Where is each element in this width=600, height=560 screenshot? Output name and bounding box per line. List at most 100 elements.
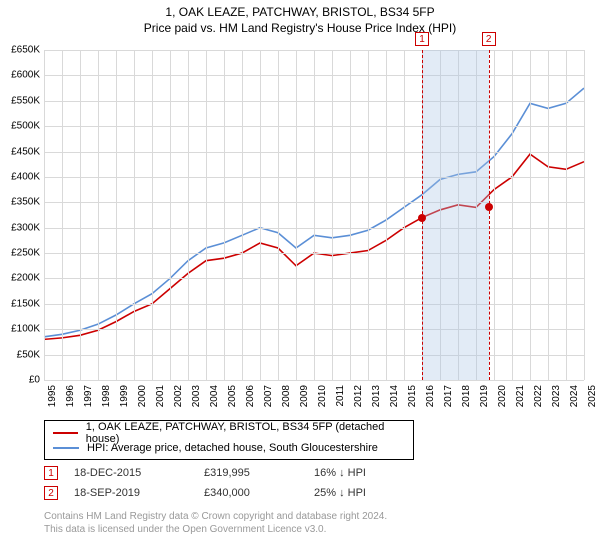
plot-area: £0£50K£100K£150K£200K£250K£300K£350K£400…: [44, 50, 584, 380]
xtick-label: 2016: [425, 385, 436, 415]
gridline: [44, 380, 584, 381]
gridline: [44, 50, 45, 380]
sale-diff: 16% ↓ HPI: [314, 467, 404, 479]
sale-date: 18-DEC-2015: [74, 467, 204, 479]
ytick-label: £200K: [2, 273, 40, 284]
gridline: [350, 50, 351, 380]
xtick-label: 2013: [371, 385, 382, 415]
ytick-label: £350K: [2, 197, 40, 208]
xtick-label: 2015: [407, 385, 418, 415]
ytick-label: £450K: [2, 146, 40, 157]
sale-marker-box: 1: [44, 466, 58, 480]
gridline: [314, 50, 315, 380]
ytick-label: £150K: [2, 298, 40, 309]
xtick-label: 1995: [47, 385, 58, 415]
ytick-label: £300K: [2, 222, 40, 233]
gridline: [98, 50, 99, 380]
gridline: [224, 50, 225, 380]
xtick-label: 2009: [299, 385, 310, 415]
chart-title: 1, OAK LEAZE, PATCHWAY, BRISTOL, BS34 5F…: [0, 0, 600, 19]
gridline: [386, 50, 387, 380]
xtick-label: 2003: [191, 385, 202, 415]
ytick-label: £0: [2, 375, 40, 386]
gridline: [530, 50, 531, 380]
legend-row-property: 1, OAK LEAZE, PATCHWAY, BRISTOL, BS34 5F…: [53, 425, 405, 440]
gridline: [80, 50, 81, 380]
gridline: [152, 50, 153, 380]
gridline: [206, 50, 207, 380]
xtick-label: 2007: [263, 385, 274, 415]
gridline: [242, 50, 243, 380]
sale-row-2: 2 18-SEP-2019 £340,000 25% ↓ HPI: [44, 486, 404, 500]
xtick-label: 2024: [569, 385, 580, 415]
xtick-label: 2018: [461, 385, 472, 415]
xtick-label: 1996: [65, 385, 76, 415]
xtick-label: 2002: [173, 385, 184, 415]
xtick-label: 2017: [443, 385, 454, 415]
sale-point: [485, 203, 493, 211]
gridline: [116, 50, 117, 380]
legend-swatch: [53, 432, 78, 434]
footnote-line: This data is licensed under the Open Gov…: [44, 523, 387, 536]
ytick-label: £600K: [2, 70, 40, 81]
marker-box: 1: [415, 32, 429, 46]
xtick-label: 1999: [119, 385, 130, 415]
ytick-label: £100K: [2, 324, 40, 335]
gridline: [404, 50, 405, 380]
xtick-label: 2008: [281, 385, 292, 415]
footnote: Contains HM Land Registry data © Crown c…: [44, 510, 387, 536]
sale-marker-box: 2: [44, 486, 58, 500]
gridline: [368, 50, 369, 380]
xtick-label: 2010: [317, 385, 328, 415]
ytick-label: £500K: [2, 121, 40, 132]
ytick-label: £250K: [2, 248, 40, 259]
xtick-label: 2004: [209, 385, 220, 415]
legend: 1, OAK LEAZE, PATCHWAY, BRISTOL, BS34 5F…: [44, 420, 414, 460]
gridline: [494, 50, 495, 380]
xtick-label: 2006: [245, 385, 256, 415]
sale-row-1: 1 18-DEC-2015 £319,995 16% ↓ HPI: [44, 466, 404, 480]
footnote-line: Contains HM Land Registry data © Crown c…: [44, 510, 387, 523]
xtick-label: 2005: [227, 385, 238, 415]
chart-subtitle: Price paid vs. HM Land Registry's House …: [0, 19, 600, 35]
sale-price: £319,995: [204, 467, 314, 479]
legend-swatch: [53, 447, 79, 449]
marker-vline: [489, 50, 490, 380]
gridline: [188, 50, 189, 380]
legend-label: HPI: Average price, detached house, Sout…: [87, 442, 378, 454]
sale-date: 18-SEP-2019: [74, 487, 204, 499]
shade-band: [422, 50, 489, 380]
gridline: [260, 50, 261, 380]
sale-diff: 25% ↓ HPI: [314, 487, 404, 499]
gridline: [332, 50, 333, 380]
gridline: [512, 50, 513, 380]
gridline: [548, 50, 549, 380]
xtick-label: 2014: [389, 385, 400, 415]
xtick-label: 1997: [83, 385, 94, 415]
gridline: [62, 50, 63, 380]
xtick-label: 2011: [335, 385, 346, 415]
gridline: [296, 50, 297, 380]
sale-price: £340,000: [204, 487, 314, 499]
xtick-label: 1998: [101, 385, 112, 415]
gridline: [566, 50, 567, 380]
ytick-label: £650K: [2, 45, 40, 56]
sale-point: [418, 214, 426, 222]
gridline: [278, 50, 279, 380]
gridline: [584, 50, 585, 380]
xtick-label: 2012: [353, 385, 364, 415]
xtick-label: 2000: [137, 385, 148, 415]
gridline: [134, 50, 135, 380]
xtick-label: 2023: [551, 385, 562, 415]
ytick-label: £400K: [2, 171, 40, 182]
xtick-label: 2019: [479, 385, 490, 415]
xtick-label: 2020: [497, 385, 508, 415]
gridline: [170, 50, 171, 380]
marker-box: 2: [482, 32, 496, 46]
xtick-label: 2021: [515, 385, 526, 415]
ytick-label: £50K: [2, 349, 40, 360]
xtick-label: 2025: [587, 385, 598, 415]
legend-row-hpi: HPI: Average price, detached house, Sout…: [53, 440, 405, 455]
xtick-label: 2022: [533, 385, 544, 415]
ytick-label: £550K: [2, 95, 40, 106]
